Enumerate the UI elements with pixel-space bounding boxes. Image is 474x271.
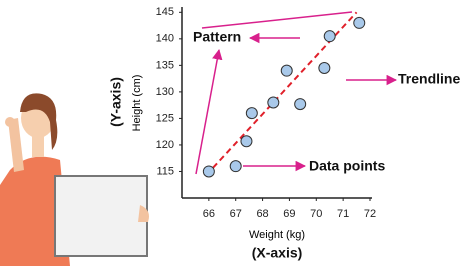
x-tick-label: 70 [310, 208, 322, 220]
annotation: Data points [309, 158, 385, 174]
person-illustration [0, 93, 149, 266]
data-point [245, 107, 258, 120]
y-tick-label: 140 [156, 33, 174, 45]
data-point [202, 165, 215, 178]
y-tick-label: 135 [156, 59, 174, 71]
x-axis-label: Weight (kg) [249, 229, 305, 241]
y-tick-label: 145 [156, 6, 174, 18]
annotation-arrows [195, 11, 398, 175]
data-point [229, 160, 242, 173]
y-tick-label: 120 [156, 139, 174, 151]
x-tick-label: 72 [364, 208, 376, 220]
annotation: Trendline [398, 71, 460, 87]
data-point [318, 62, 331, 75]
x-axis-note: (X-axis) [252, 245, 303, 261]
y-axis-label: Height (cm) [131, 75, 143, 132]
x-tick-label: 67 [230, 208, 242, 220]
x-tick-label: 66 [203, 208, 215, 220]
data-point [280, 64, 293, 77]
y-tick-label: 115 [156, 165, 174, 177]
y-tick-label: 125 [156, 112, 174, 124]
data-point [323, 30, 336, 43]
y-tick-label: 130 [156, 86, 174, 98]
data-point [267, 96, 280, 109]
y-axis-note: (Y-axis) [108, 77, 124, 127]
annotation: Pattern [193, 29, 241, 45]
data-point [294, 98, 307, 111]
x-tick-label: 68 [256, 208, 268, 220]
data-point [240, 135, 253, 148]
data-point [353, 16, 366, 29]
x-tick-label: 71 [337, 208, 349, 220]
x-tick-label: 69 [283, 208, 295, 220]
